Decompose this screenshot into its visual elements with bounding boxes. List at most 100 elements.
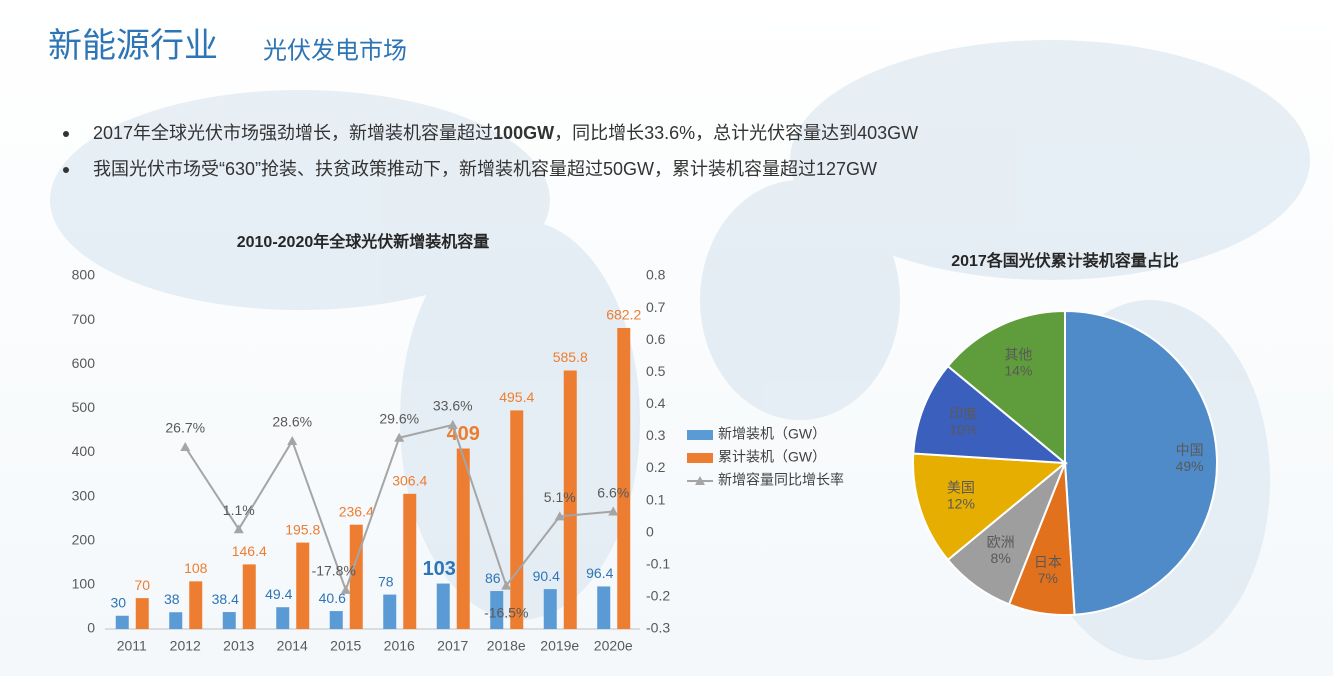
x-tick-label: 2015 (330, 638, 361, 654)
growth-value-label: -16.5% (484, 604, 528, 620)
y-tick-label: 800 (72, 267, 96, 283)
bar-value-label: 108 (184, 560, 208, 576)
bullet-dot (63, 167, 69, 173)
growth-marker (394, 432, 405, 442)
growth-marker (501, 580, 512, 590)
bar (383, 594, 397, 629)
bar-value-label: 306.4 (392, 473, 427, 489)
bar (329, 611, 343, 629)
growth-value-label: 28.6% (272, 414, 312, 430)
bar-value-label: 30 (110, 594, 126, 610)
bar (403, 493, 417, 629)
bar-value-label: 103 (423, 558, 456, 580)
bar (169, 612, 183, 629)
x-tick-label: 2013 (223, 638, 254, 654)
y2-tick-label: 0.6 (646, 331, 666, 347)
growth-value-label: 6.6% (597, 484, 629, 500)
bar (189, 581, 203, 629)
growth-marker (554, 511, 565, 521)
legend-swatch (687, 453, 713, 463)
legend-label: 新增容量同比增长率 (718, 472, 844, 488)
y2-tick-label: 0.7 (646, 299, 666, 315)
bar-value-label: 682.2 (606, 307, 641, 323)
pie-value-label: 8% (991, 550, 1011, 566)
y-tick-label: 300 (72, 487, 96, 503)
bullet-part: 2017年全球光伏市场强劲增长，新增装机容量超过 (93, 123, 493, 143)
bar-value-label: 236.4 (339, 503, 374, 519)
x-tick-label: 2011 (117, 638, 147, 654)
legend-label: 新增装机（GW） (718, 426, 826, 442)
bar (436, 583, 450, 629)
growth-value-label: -17.8% (312, 563, 356, 579)
bar (296, 542, 310, 629)
pie-slice (946, 309, 1066, 466)
pie-value-label: 49% (1176, 458, 1204, 474)
y-tick-label: 200 (72, 531, 96, 547)
subtitle: 光伏发电市场 (263, 37, 407, 64)
bar (543, 589, 557, 629)
chart-title: 2010-2020年全球光伏新增装机容量 (237, 232, 490, 251)
pie-category-label: 其他 (1004, 347, 1032, 363)
bar (135, 598, 149, 629)
bullet-part: ，同比增长33.6%，总计光伏容量达到403GW (554, 123, 918, 143)
bar (276, 607, 290, 629)
bar (222, 612, 236, 629)
x-tick-label: 2018e (487, 638, 526, 654)
bullet-part: 我国光伏市场受“630”抢装、扶贫政策推动下，新增装机容量超过50GW，累计装机… (93, 159, 877, 179)
pie-slice (912, 452, 1068, 562)
legend-marker (695, 476, 705, 485)
growth-marker (233, 524, 244, 534)
growth-marker (180, 442, 191, 452)
y2-tick-label: -0.2 (646, 588, 670, 604)
bar-value-label: 495.4 (499, 389, 534, 405)
x-tick-label: 2020e (594, 638, 633, 654)
bar (510, 410, 524, 629)
growth-value-label: 26.7% (165, 420, 205, 436)
y2-tick-label: -0.3 (646, 620, 670, 636)
pie-slice (1064, 309, 1218, 616)
bar (115, 615, 129, 629)
pie-category-label: 欧洲 (987, 534, 1015, 550)
bar-value-label: 38.4 (212, 591, 239, 607)
y2-tick-label: 0.8 (646, 267, 666, 283)
y2-tick-label: -0.1 (646, 556, 670, 572)
pie-value-label: 7% (1038, 570, 1058, 586)
pie-category-label: 中国 (1176, 442, 1204, 458)
bar-value-label: 70 (134, 577, 150, 593)
pie-value-label: 10% (949, 421, 977, 437)
bullet-text: 2017年全球光伏市场强劲增长，新增装机容量超过100GW，同比增长33.6%，… (93, 123, 918, 143)
growth-value-label: 33.6% (433, 398, 473, 414)
bar (456, 448, 470, 629)
title: 新能源行业 (48, 27, 218, 65)
y-tick-label: 100 (72, 576, 96, 592)
bar (242, 564, 256, 629)
growth-marker (608, 506, 619, 516)
legend-label: 累计装机（GW） (718, 449, 826, 465)
growth-marker (287, 435, 298, 445)
bar (617, 327, 631, 629)
bullet-dot (63, 131, 69, 137)
x-tick-label: 2016 (384, 638, 415, 654)
y2-tick-label: 0 (646, 523, 654, 539)
pie-category-label: 日本 (1034, 554, 1062, 570)
x-tick-label: 2019e (540, 638, 579, 654)
bar-value-label: 78 (378, 573, 394, 589)
pie-value-label: 14% (1004, 363, 1032, 379)
bar (490, 591, 504, 629)
y-tick-label: 500 (72, 399, 96, 415)
bar-value-label: 86 (485, 570, 501, 586)
pie-category-label: 美国 (947, 480, 975, 496)
bar (597, 586, 611, 629)
bar (563, 370, 577, 629)
growth-marker (447, 419, 458, 429)
bullet-part: 100GW (493, 123, 554, 143)
bar-value-label: 40.6 (319, 590, 346, 606)
y2-tick-label: 0.4 (646, 395, 666, 411)
bar-value-label: 38 (164, 591, 180, 607)
pie-slice (912, 364, 1069, 465)
bar-value-label: 96.4 (586, 565, 613, 581)
legend-swatch (687, 430, 713, 440)
x-tick-label: 2012 (170, 638, 201, 654)
